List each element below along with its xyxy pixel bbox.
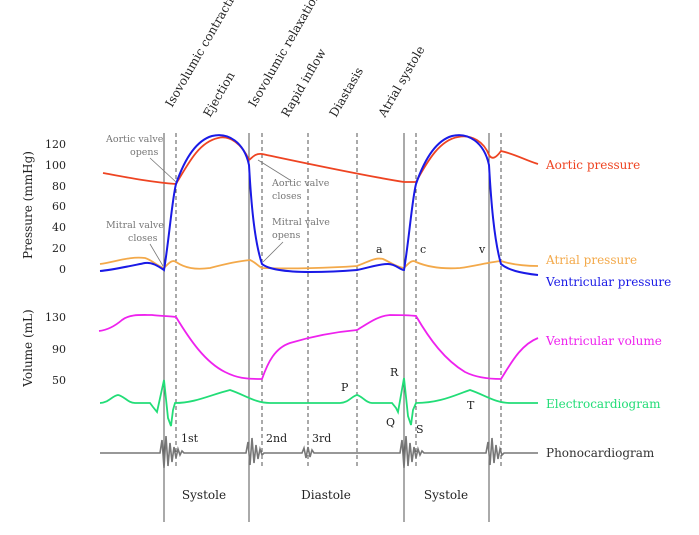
period-label-systole-1: Systole [182,488,226,502]
legend-ventricular-pressure: Ventricular pressure [545,275,671,289]
annotation-mitral-opens-pointer [262,241,284,263]
annotation-aortic-opens-pointer [149,157,177,183]
wave-label-t: T [467,399,475,412]
wave-label-r: R [390,366,399,379]
heart-sound-labels: 1st 2nd 3rd [181,432,331,445]
pressure-tick-100: 100 [45,159,66,172]
wave-label-p: P [341,381,349,394]
annotation-aortic-valve-opens-line1: Aortic valve [105,134,164,145]
aortic-pressure-curve [102,135,539,185]
ventricular-pressure-curve [99,134,539,276]
annotation-mitral-valve-closes-line2: closes [128,233,158,244]
phase-label-atrial-systole: Atrial systole [375,43,427,120]
pressure-tick-80: 80 [52,180,66,193]
legend-ventricular-volume: Ventricular volume [545,334,662,348]
volume-tick-50: 50 [52,374,66,387]
pressure-tick-60: 60 [52,200,66,213]
phase-label-ejection: Ejection [200,69,237,119]
wave-label-v: v [478,243,486,256]
phase-label-diastasis: Diastasis [326,65,366,120]
annotation-mitral-valve-closes-line1: Mitral valve [106,220,164,231]
heart-sound-3rd: 3rd [312,432,331,445]
pressure-tick-0: 0 [59,263,66,276]
pressure-axis-title: Pressure (mmHg) [21,151,35,259]
phase-boundaries-solid [163,133,490,522]
annotation-aortic-valve-closes-line1: Aortic valve [271,178,330,189]
annotation-aortic-closes-pointer [257,159,291,181]
phase-label-isovolumic-contraction: Isovolumic contraction [162,0,244,110]
legend: Aortic pressure Atrial pressure Ventricu… [545,158,671,460]
annotation-aortic-valve-closes-line2: closes [272,191,302,202]
heart-sound-1st: 1st [181,432,199,445]
legend-aortic-pressure: Aortic pressure [545,158,640,172]
annotation-mitral-valve-opens-line2: opens [272,230,301,241]
wave-labels: a c v P R Q S T [341,243,486,436]
ecg-trace [99,377,538,427]
phase-boundaries-dashed [175,133,502,468]
wave-label-c: c [420,243,426,256]
pressure-tick-40: 40 [52,221,66,234]
legend-atrial-pressure: Atrial pressure [545,253,637,267]
legend-phonocardiogram: Phonocardiogram [546,446,655,460]
heart-sound-2nd: 2nd [266,432,287,445]
wave-label-s: S [416,423,424,436]
period-label-diastole: Diastole [301,488,351,502]
wave-label-q: Q [386,416,395,429]
period-labels: Systole Diastole Systole [182,488,468,502]
pressure-tick-120: 120 [45,138,66,151]
legend-electrocardiogram: Electrocardiogram [546,397,661,411]
volume-axis-title: Volume (mL) [21,309,35,387]
wave-label-a: a [376,243,383,256]
phase-labels: Isovolumic contraction Ejection Isovolum… [162,0,427,120]
volume-axis: Volume (mL) 50 90 130 [21,309,66,387]
pressure-axis: Pressure (mmHg) 0 20 40 60 80 100 120 [21,138,66,276]
ventricular-volume-curve [98,314,539,380]
annotation-mitral-closes-pointer [149,243,164,267]
pressure-tick-20: 20 [52,242,66,255]
annotation-aortic-valve-opens-line2: opens [130,147,159,158]
valve-annotations: Aortic valve opens Aortic valve closes M… [105,134,330,267]
period-label-systole-2: Systole [424,488,468,502]
phonocardiogram-trace [100,435,538,469]
annotation-mitral-valve-opens-line1: Mitral valve [272,217,330,228]
volume-tick-90: 90 [52,343,66,356]
volume-tick-130: 130 [45,311,66,324]
